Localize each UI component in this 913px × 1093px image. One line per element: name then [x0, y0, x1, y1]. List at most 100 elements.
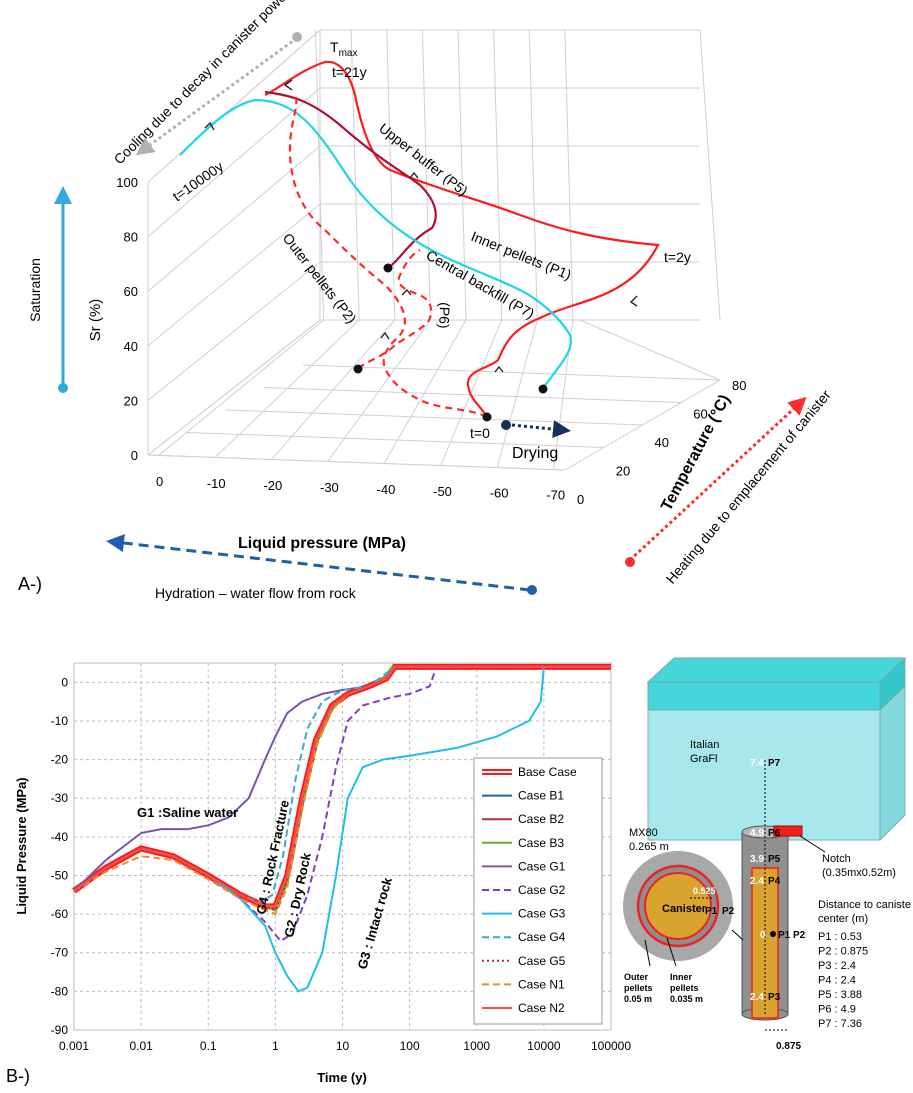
curve-upper-buffer-p5 — [264, 90, 437, 269]
panel-a: 0 20 40 60 80 100 0 -10 -20 -30 -40 -50 -60 -70 0 20 4… — [18, 0, 834, 601]
panel-a-label: A-) — [18, 574, 42, 594]
p6-label: P6 — [768, 828, 781, 839]
lp-tick: -60 — [490, 486, 509, 501]
saturation-label: Saturation — [27, 258, 43, 322]
legend-label-case-b3: Case B3 — [518, 836, 564, 850]
legend-label-case-g2: Case G2 — [518, 883, 566, 897]
temperature-tick-labels: 0 20 40 60 80 — [577, 378, 746, 507]
temp-tick: 80 — [732, 378, 746, 393]
p1-label: P1 — [778, 930, 791, 941]
panel-a-start-points — [353, 263, 548, 422]
legend: Base Case Case B1 Case B2 Case B3 Case G1 Cas… — [473, 757, 603, 1025]
lp-tick: -10 — [207, 476, 226, 491]
start-point-p6 — [353, 364, 363, 374]
legend-label-case-g3: Case G3 — [518, 907, 566, 921]
liquid-pressure-axis-label: Liquid pressure (MPa) — [238, 535, 406, 552]
curve-p6 — [357, 249, 433, 369]
heating-label: Heating due to emplacement of canister — [663, 387, 835, 587]
y-tick: -10 — [51, 714, 69, 728]
cross-p2-label: P2 — [722, 906, 735, 917]
annotation-tmax: Tmax — [330, 39, 357, 59]
x-tick: 1 — [272, 1039, 279, 1053]
annotation-t0: t=0 — [470, 425, 490, 441]
outer-pellets-2: pellets — [624, 983, 653, 993]
y-tick: -80 — [51, 984, 69, 998]
lp-gridline — [157, 319, 324, 457]
canister-label: Canister — [662, 903, 707, 915]
panel-b-chart: 0-10-20-30-40-50-60-70-80-90 0.001 0.01 0.… — [6, 662, 631, 1086]
sr-gridline — [147, 319, 321, 456]
distance-item: P3 : 2.4 — [818, 960, 856, 972]
start-point-p5 — [383, 263, 393, 273]
temp-gridline — [225, 409, 643, 426]
x-tick: 10000 — [527, 1039, 561, 1053]
sr-tick: 20 — [124, 393, 138, 408]
mx80-label-2: 0.265 m — [629, 841, 669, 853]
curve-outer-pellets-p2 — [288, 94, 488, 418]
series-case-n2 — [73, 665, 611, 908]
cooling-dot — [292, 32, 302, 42]
x-tick: 10 — [336, 1039, 350, 1053]
sr-gridline — [147, 203, 321, 347]
distance-item: P6 : 4.9 — [818, 1004, 856, 1016]
y-tick: -50 — [51, 868, 69, 882]
p6-value: 4.9 — [750, 828, 764, 839]
lp-gridline-back — [386, 29, 396, 321]
distance-title-2: center (m) — [818, 913, 868, 925]
rock-body — [647, 709, 881, 841]
drying-label: Drying — [512, 445, 558, 462]
curve-central-backfill-p7 — [179, 98, 573, 389]
liquid-pressure-tick-labels: 0 -10 -20 -30 -40 -50 -60 -70 — [156, 474, 565, 502]
hydration-dot — [527, 585, 537, 595]
distance-title-1: Distance to caniste — [818, 899, 911, 911]
x-tick: 0.1 — [200, 1039, 217, 1053]
notch-label-2: (0.35mx0.52m) — [822, 867, 896, 879]
lp-tick: -20 — [263, 478, 282, 493]
y-tick-labels: 0 -10 -20 -30 -40 -50 -60 -70 -80 -90 — [51, 675, 69, 1037]
lp-gridline-back — [457, 29, 467, 321]
distance-item: P7 : 7.36 — [818, 1018, 862, 1030]
distance-item: P4 : 2.4 — [818, 975, 856, 987]
y-tick: -90 — [51, 1023, 69, 1037]
curve-inner-pellets-p1 — [264, 60, 660, 418]
panel-a-curves — [179, 60, 660, 418]
cross-canister — [644, 872, 712, 940]
annotation-t2: t=2y — [664, 249, 691, 265]
lp-gridline-back — [493, 29, 503, 321]
y-tick: -70 — [51, 946, 69, 960]
p2-label: P2 — [793, 930, 806, 941]
annotation-t21: t=21y — [332, 64, 367, 80]
start-point-p7 — [538, 384, 548, 394]
panel-b-diagram: Italian GraFl 7.4 P7 4.9 P6 3.9 P5 2.4 P… — [623, 656, 911, 1052]
distance-item: P1 : 0.53 — [818, 931, 862, 943]
x-tick: 100000 — [591, 1039, 631, 1053]
heating-arrow — [628, 396, 807, 562]
lp-tick: 0 — [156, 474, 163, 489]
temp-gridline — [147, 454, 566, 471]
p1-point — [770, 931, 776, 937]
hydration-arrow — [106, 534, 531, 592]
rock-block-top — [646, 657, 907, 683]
temp-tick: 60 — [693, 407, 707, 422]
legend-label-case-g1: Case G1 — [518, 859, 566, 873]
outer-pellets-3: 0.05 m — [624, 994, 652, 1004]
lp-gridline-back — [564, 29, 574, 321]
mx80-label-1: MX80 — [629, 827, 658, 839]
sr-axis-label: Sr (%) — [87, 299, 104, 342]
rock-label-2: GraFl — [690, 753, 718, 765]
series-case-g4 — [73, 665, 611, 904]
sr-tick: 100 — [116, 175, 138, 190]
x-tick: 1000 — [463, 1039, 490, 1053]
legend-label-case-n1: Case N1 — [518, 977, 565, 991]
inner-pellets-3: 0.035 m — [670, 994, 703, 1004]
panel-a-gridlines — [147, 29, 721, 471]
cross-leader — [731, 929, 744, 941]
lp-tick: -30 — [320, 480, 339, 495]
distance-item: P5 : 3.88 — [818, 989, 862, 1001]
y-tick: -40 — [51, 830, 69, 844]
lp-gridline-back — [528, 29, 538, 321]
y-tick: -30 — [51, 791, 69, 805]
x-tick: 0.01 — [129, 1039, 153, 1053]
sr-tick: 0 — [131, 448, 138, 463]
